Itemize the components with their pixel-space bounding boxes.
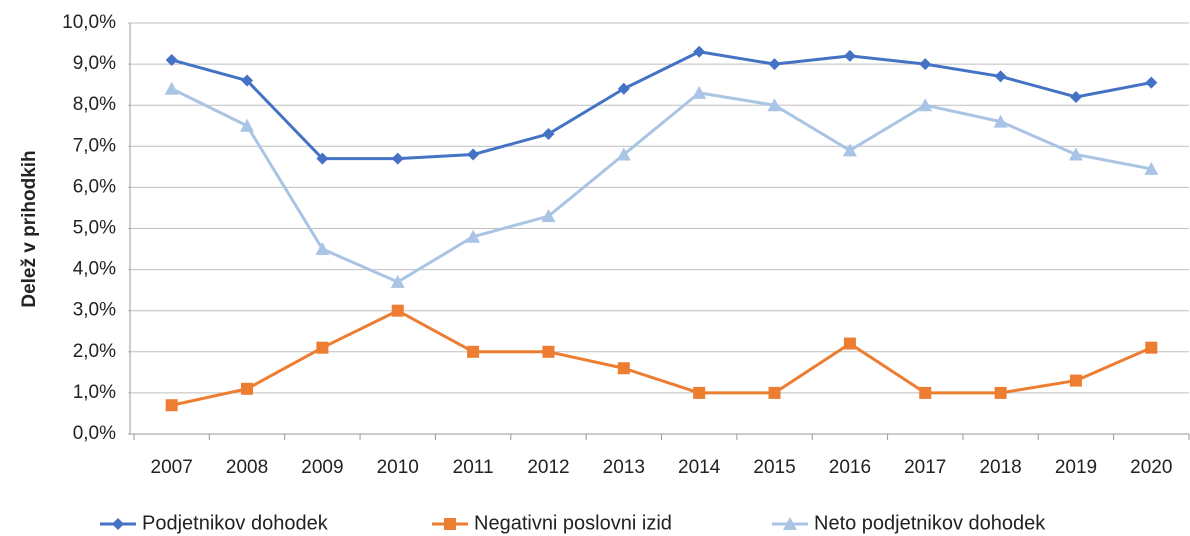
- y-tick-label: 10,0%: [62, 12, 116, 33]
- y-tick-label: 6,0%: [73, 176, 116, 197]
- x-tick-label: 2011: [453, 457, 494, 478]
- x-tick-label: 2017: [904, 457, 946, 478]
- y-tick-label: 2,0%: [73, 341, 116, 362]
- data-point: [1144, 161, 1159, 175]
- x-tick-label: 2018: [979, 457, 1021, 478]
- y-tick-label: 4,0%: [73, 259, 116, 280]
- data-point: [693, 45, 706, 58]
- legend-marker: [444, 518, 456, 530]
- y-tick-label: 3,0%: [73, 300, 116, 321]
- data-point: [1069, 90, 1082, 103]
- data-point: [542, 345, 555, 358]
- series-line: [171, 87, 1152, 284]
- x-tick-label: 2016: [829, 457, 871, 478]
- data-point: [1068, 147, 1083, 161]
- data-point: [391, 304, 404, 317]
- data-point: [164, 81, 179, 95]
- data-point: [994, 70, 1007, 83]
- data-point: [768, 386, 781, 399]
- legend-label: Podjetnikov dohodek: [142, 512, 329, 534]
- y-tick-label: 5,0%: [73, 218, 116, 239]
- data-point: [165, 53, 178, 66]
- data-point: [390, 274, 405, 288]
- x-tick-label: 2020: [1130, 457, 1172, 478]
- data-point: [617, 82, 630, 95]
- data-point: [1069, 374, 1082, 387]
- x-tick-label: 2010: [377, 457, 419, 478]
- data-point: [692, 85, 707, 99]
- y-tick-label: 8,0%: [73, 94, 116, 115]
- x-tick-label: 2008: [226, 457, 268, 478]
- data-point: [541, 209, 556, 223]
- y-axis-label: Delež v prihodkih: [19, 150, 40, 307]
- series-line: [171, 309, 1152, 407]
- legend-label: Negativni poslovni izid: [474, 512, 672, 534]
- legend-label: Neto podjetnikov dohodek: [814, 512, 1046, 534]
- data-point: [467, 345, 480, 358]
- data-point: [165, 399, 178, 412]
- x-tick-label: 2014: [678, 457, 721, 478]
- data-point: [842, 143, 857, 157]
- x-tick-label: 2013: [603, 457, 645, 478]
- y-tick-label: 7,0%: [73, 135, 116, 156]
- data-point: [466, 229, 481, 243]
- data-point: [843, 49, 856, 62]
- data-point: [994, 386, 1007, 399]
- data-point: [241, 74, 254, 87]
- data-point: [467, 148, 480, 161]
- x-tick-label: 2012: [527, 457, 569, 478]
- data-point: [767, 98, 782, 112]
- data-point: [316, 152, 329, 165]
- x-tick-label: 2015: [753, 457, 795, 478]
- data-point: [240, 118, 255, 132]
- series-line: [171, 50, 1152, 161]
- data-point: [693, 386, 706, 399]
- legend-marker: [783, 517, 797, 530]
- data-point: [919, 386, 932, 399]
- data-point: [1145, 76, 1158, 89]
- data-point: [919, 58, 932, 71]
- data-point: [918, 98, 933, 112]
- legend-marker: [112, 518, 124, 530]
- x-tick-label: 2009: [301, 457, 343, 478]
- data-point: [1145, 341, 1158, 354]
- data-point: [315, 242, 330, 256]
- data-point: [993, 114, 1008, 128]
- y-tick-label: 9,0%: [73, 53, 116, 74]
- data-point: [617, 362, 630, 375]
- y-tick-label: 0,0%: [73, 423, 116, 444]
- data-point: [391, 152, 404, 165]
- data-point: [241, 382, 254, 395]
- data-point: [542, 127, 555, 140]
- y-tick-label: 1,0%: [73, 382, 116, 403]
- x-tick-label: 2019: [1055, 457, 1097, 478]
- x-tick-label: 2007: [151, 457, 193, 478]
- data-point: [316, 341, 329, 354]
- data-point: [616, 147, 631, 161]
- data-point: [843, 337, 856, 350]
- data-point: [768, 58, 781, 71]
